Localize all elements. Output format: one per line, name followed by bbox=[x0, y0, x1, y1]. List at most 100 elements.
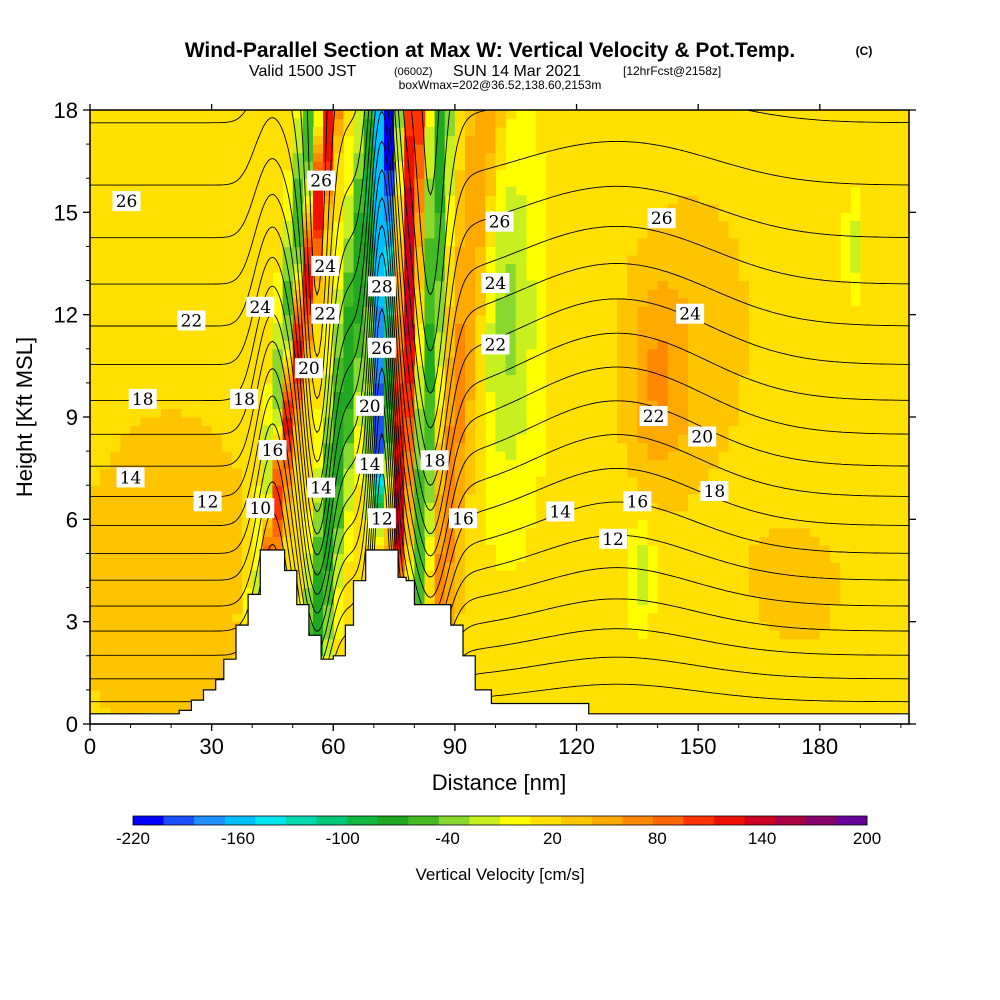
velocity-cell bbox=[454, 570, 466, 580]
velocity-cell bbox=[353, 135, 365, 145]
velocity-cell bbox=[738, 110, 750, 120]
velocity-cell bbox=[100, 561, 111, 572]
velocity-cell bbox=[171, 630, 182, 640]
velocity-cell bbox=[231, 493, 243, 503]
velocity-cell bbox=[191, 425, 203, 435]
velocity-cell bbox=[160, 613, 172, 623]
velocity-cell bbox=[738, 399, 750, 410]
velocity-cell bbox=[181, 382, 192, 393]
velocity-cell bbox=[181, 536, 192, 546]
velocity-cell bbox=[150, 698, 162, 708]
velocity-cell bbox=[829, 246, 841, 256]
velocity-cell bbox=[698, 689, 709, 700]
velocity-cell bbox=[769, 289, 780, 299]
velocity-cell bbox=[779, 493, 790, 503]
velocity-cell bbox=[799, 553, 811, 563]
velocity-cell bbox=[140, 135, 152, 145]
velocity-cell bbox=[708, 110, 720, 120]
velocity-cell bbox=[789, 135, 801, 145]
velocity-cell bbox=[90, 434, 101, 444]
velocity-cell bbox=[475, 485, 486, 495]
velocity-cell bbox=[383, 536, 395, 546]
velocity-cell bbox=[252, 340, 263, 350]
velocity-cell bbox=[627, 689, 638, 700]
velocity-cell bbox=[160, 544, 172, 555]
velocity-cell bbox=[505, 357, 517, 367]
velocity-cell bbox=[627, 698, 638, 708]
velocity-cell bbox=[242, 485, 253, 495]
velocity-cell bbox=[789, 186, 801, 196]
velocity-cell bbox=[495, 263, 507, 273]
velocity-cell bbox=[201, 408, 213, 418]
velocity-cell bbox=[140, 570, 152, 580]
velocity-cell bbox=[262, 468, 274, 478]
velocity-cell bbox=[130, 655, 142, 665]
velocity-cell bbox=[424, 186, 436, 196]
velocity-cell bbox=[242, 135, 253, 145]
velocity-cell bbox=[130, 561, 142, 572]
velocity-cell bbox=[171, 297, 182, 307]
velocity-cell bbox=[769, 365, 780, 375]
velocity-cell bbox=[596, 357, 608, 367]
velocity-cell bbox=[647, 110, 659, 120]
velocity-cell bbox=[576, 144, 588, 154]
velocity-cell bbox=[150, 186, 162, 196]
velocity-cell bbox=[799, 306, 811, 316]
velocity-cell bbox=[647, 127, 659, 137]
velocity-cell bbox=[160, 314, 172, 324]
velocity-cell bbox=[323, 647, 334, 657]
velocity-cell bbox=[779, 237, 790, 248]
velocity-cell bbox=[809, 476, 821, 486]
velocity-cell bbox=[829, 408, 841, 418]
velocity-cell bbox=[434, 169, 446, 179]
velocity-cell bbox=[546, 468, 557, 478]
velocity-cell bbox=[505, 638, 517, 648]
velocity-cell bbox=[130, 451, 142, 461]
velocity-cell bbox=[120, 169, 132, 179]
velocity-cell bbox=[748, 289, 760, 299]
velocity-cell bbox=[171, 127, 182, 137]
velocity-cell bbox=[738, 186, 750, 196]
velocity-cell bbox=[799, 161, 811, 171]
velocity-cell bbox=[596, 169, 608, 179]
velocity-cell bbox=[637, 553, 649, 563]
velocity-cell bbox=[181, 425, 192, 435]
velocity-cell bbox=[434, 519, 446, 529]
velocity-cell bbox=[221, 289, 233, 299]
velocity-cell bbox=[819, 399, 831, 410]
velocity-cell bbox=[444, 280, 456, 290]
velocity-cell bbox=[525, 323, 537, 333]
velocity-cell bbox=[627, 178, 638, 188]
velocity-cell bbox=[606, 655, 618, 665]
velocity-cell bbox=[120, 553, 132, 563]
velocity-cell bbox=[475, 391, 486, 401]
velocity-cell bbox=[171, 434, 182, 444]
velocity-cell bbox=[292, 195, 304, 205]
velocity-cell bbox=[667, 689, 679, 700]
velocity-cell bbox=[738, 408, 750, 418]
velocity-cell bbox=[90, 195, 101, 205]
velocity-cell bbox=[191, 485, 203, 495]
velocity-cell bbox=[728, 135, 740, 145]
velocity-cell bbox=[758, 502, 770, 512]
velocity-cell bbox=[221, 596, 233, 606]
velocity-cell bbox=[718, 630, 730, 640]
velocity-cell bbox=[606, 203, 618, 213]
velocity-cell bbox=[231, 365, 243, 375]
velocity-cell bbox=[748, 408, 760, 418]
velocity-cell bbox=[231, 579, 243, 589]
velocity-cell bbox=[100, 399, 111, 410]
velocity-cell bbox=[313, 399, 324, 410]
velocity-cell bbox=[728, 613, 740, 623]
velocity-cell bbox=[809, 152, 821, 162]
velocity-cell bbox=[454, 613, 466, 623]
velocity-cell bbox=[505, 399, 517, 410]
velocity-cell bbox=[738, 519, 750, 529]
velocity-cell bbox=[282, 246, 294, 256]
velocity-cell bbox=[231, 237, 243, 248]
velocity-cell bbox=[201, 451, 213, 461]
velocity-cell bbox=[130, 280, 142, 290]
velocity-cell bbox=[546, 127, 557, 137]
velocity-cell bbox=[171, 570, 182, 580]
velocity-cell bbox=[181, 229, 192, 239]
